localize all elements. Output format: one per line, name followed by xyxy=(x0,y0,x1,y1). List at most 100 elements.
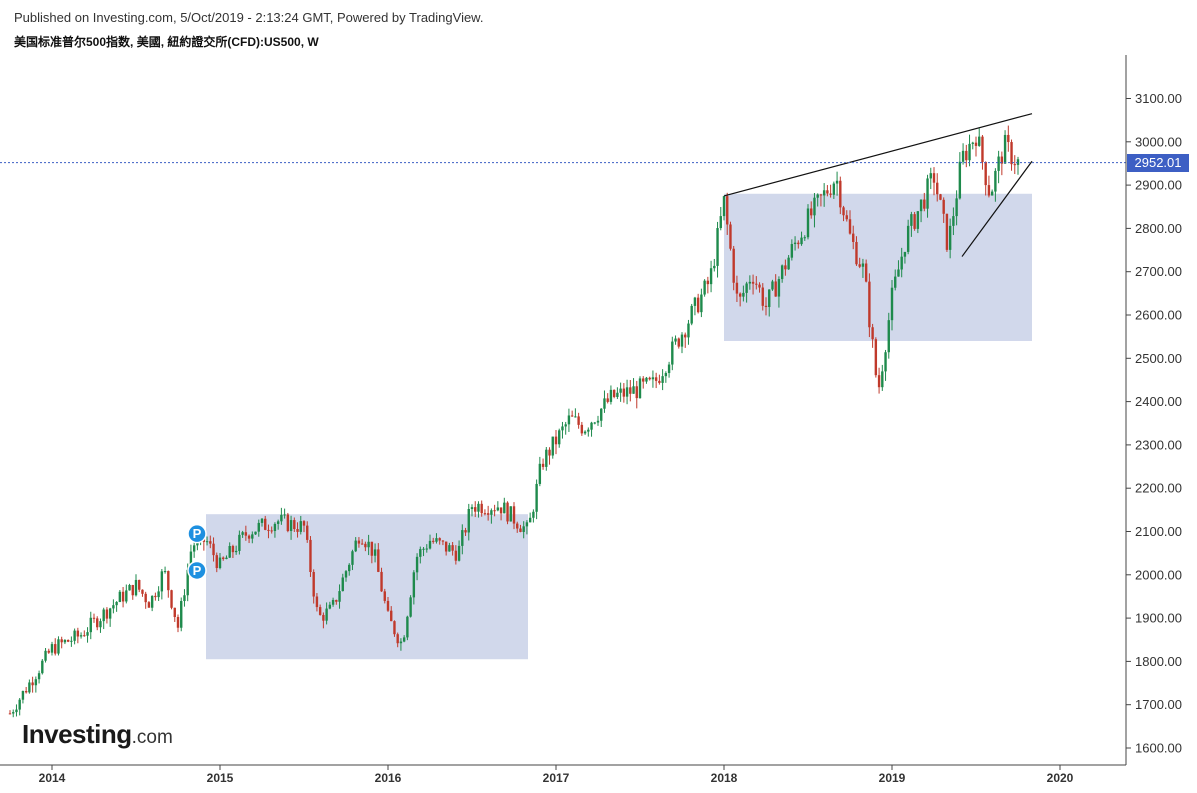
candle-body-5 xyxy=(24,691,28,693)
candle-body-87 xyxy=(289,520,293,532)
candle-body-98 xyxy=(325,608,328,621)
candle-body-290 xyxy=(945,213,949,250)
candle-body-192 xyxy=(629,387,632,394)
candle-body-224 xyxy=(732,248,735,283)
candle-body-190 xyxy=(622,388,626,397)
candle-body-33 xyxy=(115,601,118,606)
candle-body-267 xyxy=(871,327,874,340)
candle-body-187 xyxy=(612,389,616,397)
candle-body-274 xyxy=(894,276,897,288)
candle-body-158 xyxy=(519,528,522,532)
candle-body-35 xyxy=(121,591,125,602)
candle-body-182 xyxy=(596,420,600,423)
candle-body-141 xyxy=(464,530,467,533)
candle-body-66 xyxy=(222,557,225,560)
candle-body-106 xyxy=(351,551,354,565)
candle-body-83 xyxy=(276,521,280,524)
candle-body-118 xyxy=(390,610,393,622)
candle-body-219 xyxy=(716,228,719,266)
candle-body-17 xyxy=(63,639,67,643)
candle-body-111 xyxy=(367,541,370,548)
candle-body-215 xyxy=(703,280,706,295)
candle-body-153 xyxy=(503,502,506,514)
candle-body-32 xyxy=(112,605,115,609)
candle-body-308 xyxy=(1003,134,1007,164)
candle-body-245 xyxy=(800,237,803,245)
candle-body-205 xyxy=(671,341,674,365)
candle-body-30 xyxy=(105,609,109,619)
candle-body-20 xyxy=(73,630,76,641)
candle-body-7 xyxy=(31,682,34,686)
candle-body-284 xyxy=(926,178,929,209)
candle-body-234 xyxy=(764,305,768,308)
candle-body-214 xyxy=(700,294,703,313)
candle-body-144 xyxy=(474,507,477,512)
candle-body-29 xyxy=(102,609,105,622)
candle-body-18 xyxy=(66,639,70,642)
candle-body-292 xyxy=(952,216,955,226)
y-tick-label-2: 2900.00 xyxy=(1135,178,1182,193)
candle-body-119 xyxy=(393,621,396,635)
shaded-range-2 xyxy=(724,193,1032,341)
candle-body-277 xyxy=(903,251,907,257)
candle-body-213 xyxy=(696,297,700,313)
candle-body-22 xyxy=(79,635,83,637)
y-tick-label-1: 3000.00 xyxy=(1135,134,1182,149)
candle-body-100 xyxy=(331,599,335,605)
candle-body-280 xyxy=(913,214,916,229)
candle-body-256 xyxy=(835,180,839,184)
p-marker-label-2: P xyxy=(193,563,202,578)
candle-body-14 xyxy=(54,644,57,654)
candle-body-41 xyxy=(141,589,144,594)
y-tick-label-9: 2200.00 xyxy=(1135,481,1182,496)
candle-body-149 xyxy=(490,510,493,515)
y-tick-label-10: 2100.00 xyxy=(1135,524,1182,539)
candle-body-228 xyxy=(745,283,748,293)
candle-body-157 xyxy=(516,523,519,529)
candle-body-23 xyxy=(83,635,86,637)
candle-body-183 xyxy=(600,408,603,421)
candle-body-281 xyxy=(916,211,920,229)
candle-body-265 xyxy=(864,263,868,282)
candle-body-26 xyxy=(92,617,96,619)
candle-body-64 xyxy=(215,555,218,569)
candle-body-49 xyxy=(167,571,170,591)
candle-body-268 xyxy=(874,339,878,376)
candle-body-193 xyxy=(632,386,635,394)
candle-body-243 xyxy=(793,242,797,245)
candle-body-27 xyxy=(96,618,99,628)
candle-body-255 xyxy=(832,183,836,195)
candle-body-104 xyxy=(344,571,348,578)
candle-body-81 xyxy=(270,530,273,532)
candle-body-163 xyxy=(535,483,538,512)
candle-body-207 xyxy=(677,338,680,347)
candle-body-147 xyxy=(483,513,487,515)
candle-body-278 xyxy=(906,225,910,252)
candle-body-135 xyxy=(444,541,448,552)
candle-body-72 xyxy=(241,532,244,535)
candle-body-24 xyxy=(86,632,89,636)
candle-body-298 xyxy=(971,142,974,144)
candle-body-127 xyxy=(419,549,422,557)
candle-body-108 xyxy=(357,540,361,544)
candle-body-300 xyxy=(978,136,981,146)
candle-body-56 xyxy=(189,551,193,570)
candle-body-310 xyxy=(1010,142,1013,165)
candle-body-169 xyxy=(554,436,558,445)
instrument-title: 美国标准普尔500指数, 美國, 紐約證交所(CFD):US500, W xyxy=(14,35,319,49)
candle-body-94 xyxy=(312,572,315,597)
candle-body-113 xyxy=(373,549,377,556)
candle-body-237 xyxy=(774,281,777,297)
candle-body-43 xyxy=(147,602,151,608)
candle-body-0 xyxy=(8,713,12,715)
y-axis-ticks: 3100.00 3000.00 2900.00 2800.00 2700.00 2600.… xyxy=(1126,91,1182,756)
p-marker-2 xyxy=(187,560,207,581)
candle-body-181 xyxy=(593,422,596,424)
candle-body-302 xyxy=(984,162,987,186)
candle-body-212 xyxy=(693,297,697,306)
candle-body-134 xyxy=(441,540,445,542)
candle-body-305 xyxy=(994,170,997,192)
current-price-badge: 2952.01 xyxy=(1127,153,1189,172)
trend-lines xyxy=(723,113,1033,257)
